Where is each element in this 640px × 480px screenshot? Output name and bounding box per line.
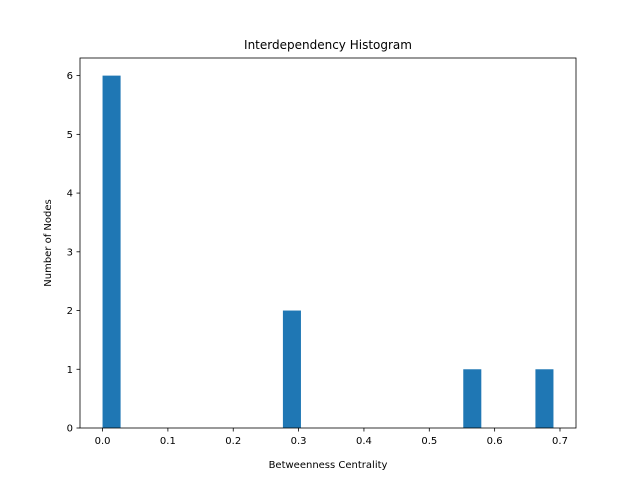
histogram-bar-3: [535, 369, 554, 428]
y-tick-label: 2: [67, 306, 73, 317]
x-tick-label: 0.3: [291, 436, 307, 447]
x-axis-label: Betweenness Centrality: [269, 460, 388, 471]
bars-group: [102, 75, 554, 429]
x-tick-label: 0.1: [160, 436, 176, 447]
chart-title: Interdependency Histogram: [244, 38, 412, 52]
y-tick-label: 4: [67, 189, 73, 200]
x-axis-ticks: 0.0 0.1 0.2 0.3 0.4 0.5 0.6 0.7: [95, 428, 568, 447]
x-tick-label: 0.5: [421, 436, 437, 447]
histogram-bar-2: [463, 369, 482, 428]
y-tick-label: 6: [67, 71, 73, 82]
x-tick-label: 0.6: [487, 436, 503, 447]
y-axis-ticks: 0 1 2 3 4 5 6: [67, 71, 80, 435]
y-tick-label: 1: [67, 365, 73, 376]
x-tick-label: 0.4: [356, 436, 372, 447]
x-tick-label: 0.0: [95, 436, 111, 447]
y-axis-label: Number of Nodes: [43, 199, 54, 286]
x-tick-label: 0.7: [552, 436, 568, 447]
plot-frame: [79, 57, 577, 429]
x-tick-label: 0.2: [225, 436, 241, 447]
y-tick-label: 3: [67, 247, 73, 258]
histogram-bar-0: [102, 75, 121, 429]
y-tick-label: 0: [67, 424, 73, 435]
histogram-bar-1: [282, 310, 301, 428]
y-tick-label: 5: [67, 130, 73, 141]
